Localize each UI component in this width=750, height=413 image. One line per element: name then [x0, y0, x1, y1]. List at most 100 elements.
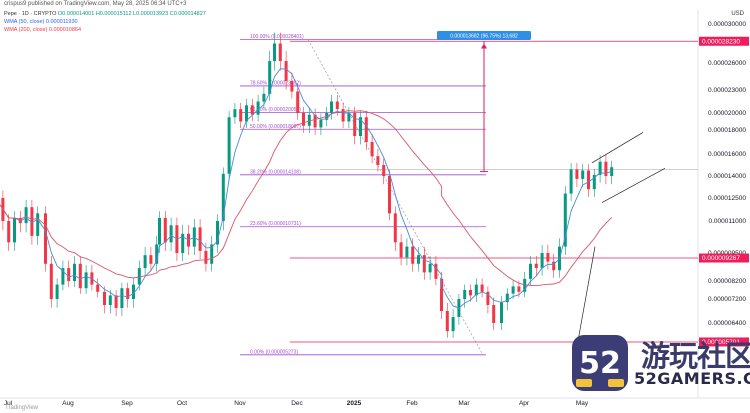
publish-line: crispus9 published on TradingView.com, M… — [4, 1, 187, 7]
candle-body — [569, 169, 573, 194]
candle-body — [24, 207, 28, 224]
y-tick-label: 0.000009500 — [708, 250, 746, 257]
candle-body — [239, 109, 243, 122]
candle-body — [382, 165, 386, 176]
symbol-legend: Pepe · 1D · CRYPTO O0.000014001 H0.00001… — [4, 10, 206, 18]
candle-body — [319, 119, 323, 128]
candle-body — [216, 221, 219, 245]
x-tick-label: Feb — [406, 400, 418, 407]
candle-body — [49, 263, 53, 299]
candle-body — [67, 268, 71, 281]
candle-body — [7, 221, 11, 243]
candle-body — [330, 101, 333, 113]
candle-body — [155, 244, 159, 264]
y-tick-label: 0.000026000 — [708, 60, 746, 67]
candle-body — [604, 161, 608, 176]
candle-body — [341, 109, 345, 122]
candle-body — [233, 109, 237, 118]
candle-body — [114, 295, 118, 308]
x-tick-label: Aug — [62, 400, 74, 407]
candle-body — [399, 242, 403, 258]
watermark-logo-icon: 52 — [572, 335, 628, 391]
candle-body — [388, 176, 391, 214]
y-tick-label: 0.000012500 — [708, 195, 746, 202]
wma50-legend: WMA (50, close) 0.000011930 — [4, 19, 78, 25]
candle-body — [359, 117, 362, 136]
candle-body — [598, 161, 602, 175]
fib-level-label: 0.00% (0.000005273) — [250, 349, 298, 355]
candle-body — [181, 233, 185, 253]
candle-body — [500, 302, 503, 323]
candle-body — [73, 263, 76, 281]
candle-body — [284, 61, 288, 81]
fib-level-label: 61.80% (0.000020053) — [250, 107, 301, 113]
price-tag-box — [699, 36, 749, 46]
candle-body — [411, 246, 415, 264]
candle-body — [103, 291, 106, 305]
candle-body — [273, 43, 276, 62]
candle-body — [592, 174, 596, 190]
candle-body — [250, 105, 254, 115]
candle-body — [370, 142, 374, 157]
watermark-title: 游玩社区 — [641, 339, 750, 373]
y-tick-label: 0.000020000 — [708, 110, 746, 117]
candle-body — [96, 284, 100, 292]
tradingview-brand: TradingView — [5, 405, 39, 411]
candle-body — [405, 246, 409, 258]
candle-body — [347, 113, 351, 122]
candle-body — [523, 278, 527, 292]
candle-body — [335, 101, 339, 110]
candle-body — [221, 173, 225, 221]
fib-level-label: 50.00% (0.000018087) — [250, 124, 301, 130]
candle-body — [158, 217, 161, 245]
candle-body — [13, 217, 16, 243]
candle-body — [313, 114, 317, 128]
candle-body — [78, 263, 82, 289]
price-tag-label: 0.000009267 — [702, 255, 740, 262]
x-tick-label: Oct — [177, 400, 187, 407]
candle-body — [440, 288, 443, 311]
price-tag-label: 0.000005701 — [702, 339, 740, 346]
fib-level-label: 38.20% (0.000014108) — [250, 169, 301, 175]
candle-body — [84, 272, 88, 289]
candle-body — [364, 117, 368, 142]
x-tick-label: 2025 — [347, 400, 362, 407]
candle-body — [108, 295, 112, 305]
y-tick-label: 0.000011000 — [709, 218, 747, 225]
candle-body — [376, 156, 380, 165]
watermark-logo-text: 52 — [579, 346, 621, 381]
y-tick-label: 0.000023000 — [708, 87, 746, 94]
measure-label-box — [437, 31, 531, 40]
candle-body — [505, 293, 509, 302]
candle-body — [137, 268, 141, 285]
candle-body — [227, 117, 231, 174]
x-tick-label: Dec — [291, 400, 303, 407]
y-tick-label: 0.000014000 — [708, 173, 746, 180]
y-tick-label: 0.000006400 — [708, 320, 746, 327]
fib-level-label: 23.60% (0.000010731) — [250, 221, 301, 227]
candle-body — [149, 255, 153, 264]
x-tick-label: Apr — [519, 400, 530, 407]
y-tick-label: 0.000030000 — [708, 21, 746, 28]
fib-level-label: 78.60% (0.000023452) — [250, 80, 301, 86]
candle-body — [463, 290, 467, 299]
candle-body — [353, 113, 357, 136]
candle-body — [61, 268, 65, 285]
price-tag-label: 0.000028230 — [702, 38, 740, 45]
symbol-name: Pepe · 1D · CRYPTO — [4, 11, 57, 17]
candle-body — [120, 288, 124, 308]
candle-body — [492, 305, 496, 323]
candle-body — [445, 311, 449, 332]
price-tag-box — [699, 337, 749, 347]
candle-body — [163, 217, 167, 243]
candle-body — [143, 255, 147, 269]
candle-body — [428, 263, 432, 273]
y-tick-label: 0.000008200 — [708, 278, 746, 285]
y-tick-label: 0.000018000 — [708, 127, 746, 134]
candle-body — [563, 193, 567, 247]
candle-body — [30, 207, 34, 236]
candle-body — [529, 263, 532, 279]
candle-body — [587, 170, 590, 190]
channel-lower-line — [601, 167, 666, 203]
